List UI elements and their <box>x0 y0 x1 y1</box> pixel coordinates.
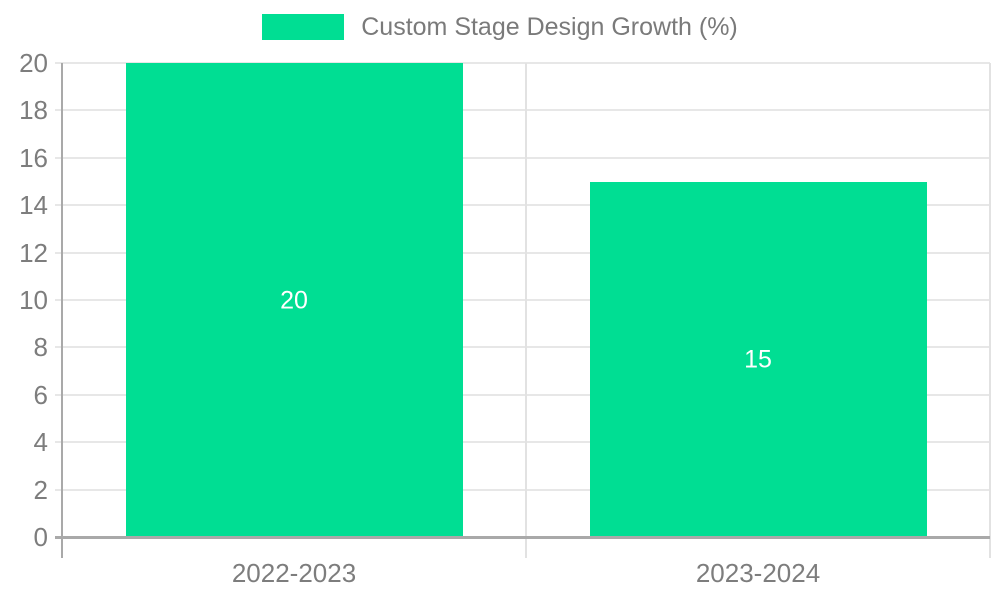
legend-item[interactable]: Custom Stage Design Growth (%) <box>262 14 738 40</box>
y-tick-mark <box>55 204 62 207</box>
y-axis-line <box>61 63 63 558</box>
legend-swatch-icon <box>262 14 345 40</box>
v-gridline <box>525 63 527 558</box>
y-tick-label: 12 <box>19 237 48 268</box>
v-gridline <box>989 63 991 558</box>
y-tick-label: 18 <box>19 95 48 126</box>
y-tick-mark <box>55 251 62 254</box>
bar-value-label: 15 <box>744 345 772 374</box>
y-tick-mark <box>55 62 62 64</box>
y-tick-label: 8 <box>33 332 48 363</box>
y-tick-label: 6 <box>33 379 48 410</box>
y-tick-mark <box>55 109 62 112</box>
y-tick-label: 0 <box>33 522 48 552</box>
bar-2022-2023 <box>125 63 463 537</box>
y-tick-label: 4 <box>33 427 48 458</box>
bar-2023-2024 <box>589 181 927 537</box>
y-tick-mark <box>55 156 62 159</box>
x-tick-label: 2023-2024 <box>695 558 821 588</box>
y-tick-label: 10 <box>19 285 48 315</box>
y-tick-mark <box>55 393 62 396</box>
y-tick-label: 20 <box>19 48 48 78</box>
y-tick-label: 16 <box>19 142 48 173</box>
y-tick-mark <box>55 441 62 444</box>
y-tick-mark <box>55 346 62 349</box>
x-tick-label: 2022-2023 <box>231 558 357 588</box>
legend: Custom Stage Design Growth (%) <box>0 14 1000 40</box>
bar-value-label: 20 <box>280 286 308 315</box>
x-axis-line <box>55 536 990 539</box>
y-tick-label: 14 <box>19 190 48 221</box>
y-tick-label: 2 <box>33 474 48 505</box>
y-tick-mark <box>55 299 62 301</box>
legend-label: Custom Stage Design Growth (%) <box>361 13 738 41</box>
y-tick-mark <box>55 488 62 491</box>
